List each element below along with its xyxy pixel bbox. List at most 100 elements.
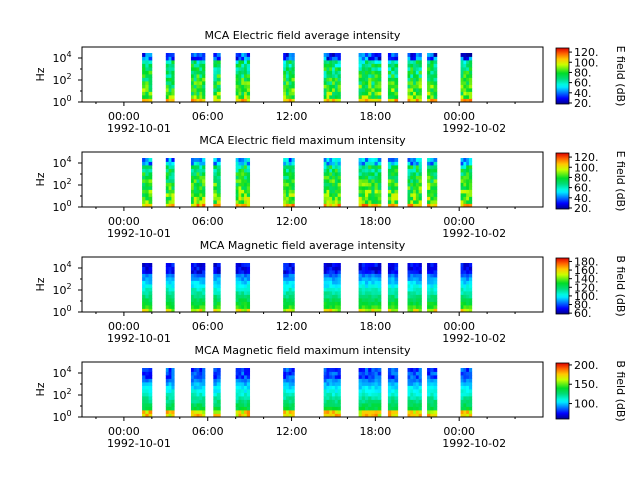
- spectrogram-cell: [358, 182, 363, 187]
- spectrogram-cell: [466, 298, 470, 302]
- spectrogram-cell: [202, 175, 206, 180]
- x-tick-label: 00:00: [108, 425, 140, 438]
- spectrogram-cell: [407, 277, 411, 281]
- spectrogram-cell: [238, 81, 242, 85]
- colorbar: [555, 362, 570, 420]
- spectrogram-cell: [332, 203, 336, 208]
- spectrogram-cell: [283, 158, 287, 162]
- colorbar-tick-label: 80.: [574, 66, 592, 79]
- spectrogram-cell: [433, 88, 438, 92]
- spectrogram-cell: [463, 389, 467, 393]
- spectrogram-cell: [238, 270, 242, 274]
- spectrogram-cell: [142, 179, 146, 183]
- spectrogram-cell: [466, 77, 470, 82]
- panel-2: MCA Electric field maximum intensityHz10…: [34, 134, 627, 240]
- spectrogram-cell: [466, 182, 470, 187]
- spectrogram-cell: [171, 287, 175, 292]
- spectrogram-cell: [246, 270, 251, 274]
- spectrogram-cell: [193, 294, 197, 299]
- spectrogram-cell: [246, 203, 251, 208]
- spectrogram-cell: [288, 81, 292, 85]
- spectrogram-cell: [466, 270, 470, 274]
- spectrogram-cell: [241, 200, 245, 204]
- spectrogram-cell: [463, 179, 467, 183]
- spectrogram-cell: [235, 270, 239, 274]
- data-strip: [235, 263, 251, 313]
- spectrogram-cell: [326, 168, 330, 173]
- spectrogram-cell: [329, 88, 333, 92]
- spectrogram-cell: [433, 298, 438, 302]
- spectrogram-cell: [364, 182, 369, 187]
- spectrogram-cell: [460, 273, 464, 278]
- spectrogram-cell: [377, 273, 382, 278]
- spectrogram-cell: [285, 81, 290, 85]
- spectrogram-cell: [391, 273, 395, 278]
- spectrogram-cell: [241, 396, 245, 400]
- spectrogram-cell: [387, 396, 392, 400]
- spectrogram-cell: [193, 382, 197, 386]
- spectrogram-cell: [283, 389, 287, 393]
- spectrogram-cell: [193, 203, 197, 208]
- spectrogram-cell: [241, 399, 245, 404]
- spectrogram-cell: [145, 186, 149, 190]
- spectrogram-cell: [332, 172, 336, 176]
- spectrogram-cell: [387, 95, 392, 99]
- spectrogram-cell: [358, 410, 363, 414]
- spectrogram-cell: [410, 399, 414, 404]
- spectrogram-cell: [377, 263, 382, 267]
- spectrogram-cell: [433, 406, 438, 411]
- spectrogram-cell: [216, 60, 221, 64]
- spectrogram-cell: [460, 63, 464, 68]
- spectrogram-cell: [466, 308, 470, 313]
- spectrogram-cell: [410, 385, 414, 390]
- spectrogram-cell: [407, 60, 411, 64]
- spectrogram-cell: [199, 389, 203, 393]
- spectrogram-cell: [323, 270, 327, 274]
- spectrogram-cell: [193, 371, 197, 376]
- spectrogram-cell: [334, 308, 339, 313]
- spectrogram-cell: [142, 60, 146, 64]
- spectrogram-cell: [145, 371, 149, 376]
- spectrogram-cell: [148, 301, 153, 306]
- spectrogram-cell: [394, 189, 399, 194]
- spectrogram-cell: [288, 396, 292, 400]
- spectrogram-cell: [334, 396, 339, 400]
- spectrogram-cell: [241, 378, 245, 383]
- spectrogram-cell: [244, 280, 248, 285]
- spectrogram-cell: [168, 175, 172, 180]
- spectrogram-cell: [329, 203, 333, 208]
- spectrogram-cell: [418, 182, 422, 187]
- spectrogram-cell: [238, 301, 242, 306]
- spectrogram-cell: [235, 382, 239, 386]
- spectrogram-cell: [371, 77, 375, 82]
- spectrogram-cell: [145, 200, 149, 204]
- spectrogram-cell: [246, 77, 251, 82]
- spectrogram-cell: [145, 378, 149, 383]
- spectrogram-cell: [193, 186, 197, 190]
- spectrogram-cell: [377, 196, 382, 201]
- spectrogram-cell: [193, 403, 197, 407]
- spectrogram-cell: [238, 67, 242, 71]
- spectrogram-cell: [460, 196, 464, 201]
- spectrogram-cell: [418, 385, 422, 390]
- spectrogram-cell: [427, 56, 431, 61]
- spectrogram-cell: [391, 63, 395, 68]
- spectrogram-cell: [410, 196, 414, 201]
- spectrogram-cell: [371, 161, 375, 166]
- spectrogram-cell: [358, 308, 363, 313]
- spectrogram-cell: [148, 70, 153, 75]
- spectrogram-cell: [337, 63, 341, 68]
- spectrogram-cell: [418, 263, 422, 267]
- spectrogram-cell: [196, 294, 200, 299]
- spectrogram-cell: [148, 371, 153, 376]
- spectrogram-cell: [190, 382, 195, 386]
- spectrogram-cell: [190, 88, 195, 92]
- spectrogram-cell: [193, 60, 197, 64]
- spectrogram-cell: [374, 74, 379, 78]
- spectrogram-cell: [145, 84, 149, 89]
- spectrogram-cell: [332, 305, 336, 309]
- spectrogram-cell: [148, 179, 153, 183]
- spectrogram-cell: [196, 179, 200, 183]
- spectrogram-cell: [334, 273, 339, 278]
- spectrogram-cell: [213, 172, 218, 176]
